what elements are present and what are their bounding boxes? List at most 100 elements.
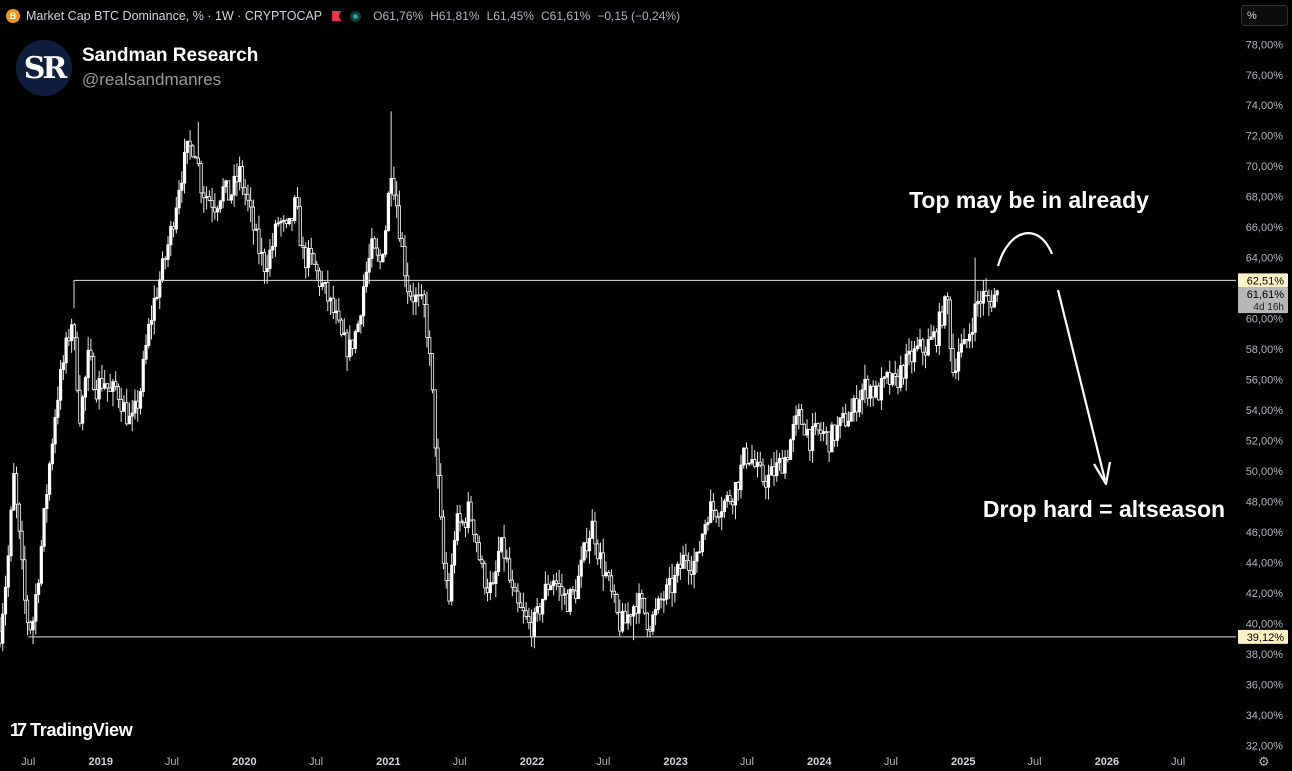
- candle: [736, 480, 740, 501]
- candle: [373, 236, 377, 249]
- candle: [670, 563, 674, 607]
- candle: [75, 331, 79, 393]
- candle: [83, 375, 87, 412]
- candle: [579, 546, 583, 588]
- candle: [615, 592, 619, 615]
- candle: [855, 384, 859, 422]
- candle: [725, 491, 729, 508]
- support-price-label[interactable]: 39,12%: [1238, 629, 1288, 644]
- candle: [224, 179, 228, 193]
- candle: [698, 541, 702, 554]
- y-tick-label: 38,00%: [1246, 649, 1284, 661]
- candle: [532, 607, 536, 649]
- x-tick-label: Jul: [453, 756, 467, 768]
- symbol-header[interactable]: B Market Cap BTC Dominance, % · 1W · CRY…: [6, 6, 680, 26]
- top-annotation[interactable]: Top may be in already: [909, 187, 1149, 213]
- candle: [689, 555, 693, 585]
- candle: [97, 370, 101, 410]
- candle: [353, 329, 357, 354]
- candle: [979, 291, 983, 318]
- top-arc[interactable]: [996, 232, 1054, 267]
- candle: [714, 508, 718, 523]
- candle: [758, 451, 762, 468]
- candle: [620, 603, 625, 634]
- candle: [450, 553, 454, 606]
- x-tick-label: Jul: [884, 756, 898, 768]
- candle: [653, 598, 658, 626]
- candle: [166, 236, 170, 268]
- drop-arrow-head[interactable]: [1093, 461, 1112, 486]
- candle: [191, 143, 195, 158]
- candle: [659, 592, 663, 609]
- candle: [381, 253, 385, 263]
- current-price-label[interactable]: 61,61%4d 16h: [1238, 287, 1288, 314]
- candle: [764, 475, 768, 500]
- candle: [58, 359, 63, 410]
- candle: [216, 205, 220, 222]
- candle: [370, 227, 374, 268]
- candle: [122, 395, 126, 412]
- author-brand: SR Sandman Research @realsandmanres: [16, 40, 258, 96]
- candle: [560, 573, 564, 611]
- candle: [174, 196, 178, 234]
- candle: [326, 270, 330, 312]
- candle: [144, 334, 148, 365]
- candle: [967, 323, 972, 349]
- candle: [64, 331, 68, 374]
- candle: [984, 278, 988, 298]
- candle: [227, 180, 231, 201]
- candle: [706, 516, 710, 531]
- candle: [554, 572, 559, 591]
- x-tick-label: Jul: [1171, 756, 1185, 768]
- candle: [480, 555, 484, 569]
- candle: [513, 582, 517, 592]
- candle: [312, 252, 316, 265]
- candle: [238, 156, 242, 191]
- resistance-price-label[interactable]: 62,51%: [1238, 273, 1288, 288]
- scale-mode-button[interactable]: %: [1241, 5, 1288, 26]
- y-tick-label: 76,00%: [1246, 70, 1284, 82]
- candle: [711, 493, 716, 521]
- candle: [733, 481, 738, 520]
- candle: [530, 609, 534, 647]
- candle: [375, 238, 379, 262]
- candle: [557, 569, 561, 601]
- candle: [350, 339, 355, 356]
- candle: [940, 305, 944, 329]
- flag-icon[interactable]: [332, 11, 342, 21]
- gear-icon[interactable]: ⚙: [1258, 754, 1270, 769]
- candle: [447, 572, 451, 605]
- candle: [824, 426, 828, 445]
- candle: [171, 221, 176, 238]
- drop-annotation[interactable]: Drop hard = altseason: [983, 496, 1225, 522]
- candle: [337, 298, 341, 323]
- candle: [334, 299, 338, 324]
- tradingview-logo[interactable]: 17 TradingView: [10, 720, 133, 741]
- candle: [631, 604, 636, 641]
- candle: [571, 586, 575, 596]
- candle: [25, 595, 30, 636]
- candle: [676, 561, 680, 583]
- x-tick-label: 2025: [951, 756, 975, 768]
- candle: [78, 375, 82, 427]
- candle: [929, 324, 933, 341]
- candle: [466, 492, 470, 534]
- candle: [315, 260, 319, 280]
- candle: [306, 240, 311, 277]
- candle: [681, 545, 685, 569]
- candle: [769, 458, 773, 476]
- candle: [695, 551, 699, 573]
- candle: [645, 612, 649, 638]
- candle: [703, 519, 707, 541]
- drop-arrow-shaft[interactable]: [1056, 289, 1107, 481]
- candle: [403, 235, 407, 288]
- symbol-title[interactable]: Market Cap BTC Dominance, % · 1W · CRYPT…: [26, 9, 323, 23]
- candle: [805, 419, 809, 439]
- ohlc-high: H61,81%: [430, 9, 480, 23]
- candle: [912, 341, 917, 372]
- horizontal-levels: [27, 279, 1236, 638]
- candle: [783, 449, 787, 480]
- candle: [47, 461, 52, 501]
- candle: [510, 569, 514, 597]
